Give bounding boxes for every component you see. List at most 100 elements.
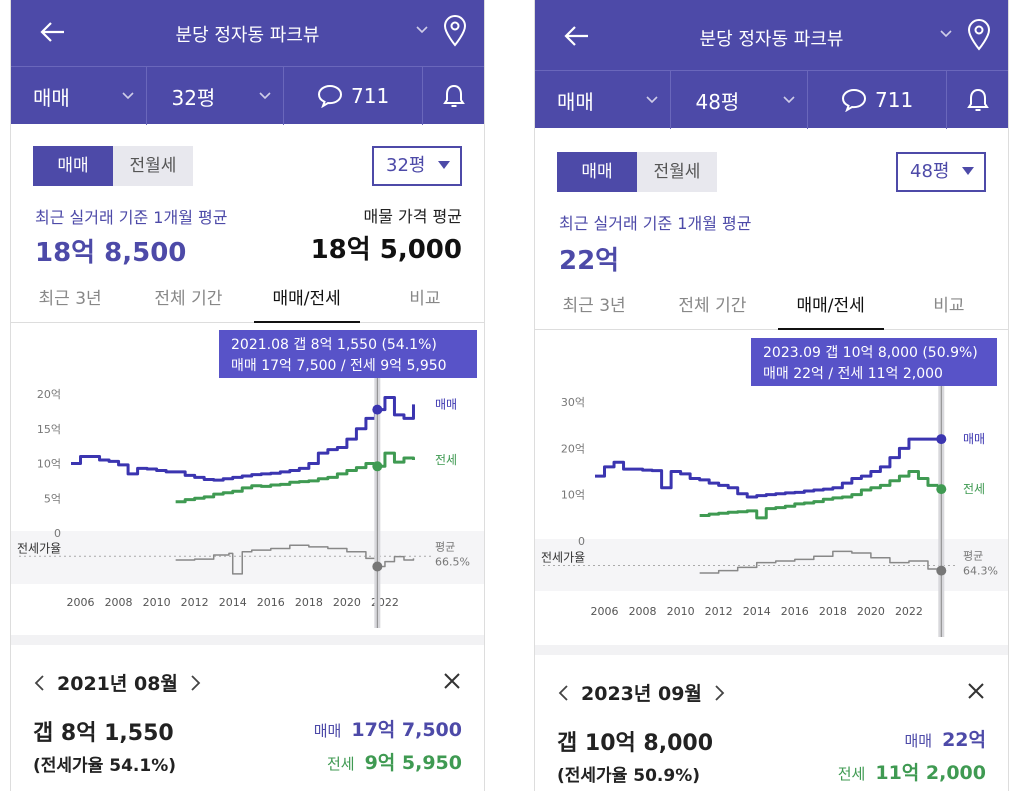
size-dropdown[interactable]: 48평 bbox=[671, 71, 808, 129]
detail-sale-value: 17억 7,500 bbox=[351, 719, 462, 741]
period-tabs: 최근 3년 전체 기간 매매/전세 비교 bbox=[11, 283, 484, 323]
tab-sale-rent[interactable]: 매매/전세 bbox=[248, 283, 366, 323]
page-title[interactable]: 분당 정자동 파크뷰 bbox=[699, 29, 844, 50]
rent-series-label: 전세 bbox=[435, 453, 457, 467]
avg-price-value: 22억 bbox=[559, 246, 620, 276]
detail-ratio: (전세가율 54.1%) bbox=[33, 756, 176, 776]
month-navigator: 2023년 09월 bbox=[557, 679, 726, 706]
tab-all-period[interactable]: 전체 기간 bbox=[678, 296, 747, 316]
chevron-down-icon[interactable] bbox=[416, 24, 428, 36]
toggle-sale[interactable]: 매매 bbox=[33, 146, 113, 186]
filter-bar: 매매 32평 711 bbox=[11, 66, 484, 125]
dropdown-triangle-icon bbox=[438, 161, 450, 169]
chevron-down-icon bbox=[783, 96, 795, 104]
top-bar: 분당 정자동 파크뷰 bbox=[11, 0, 484, 66]
ratio-row-label: 전세가율 bbox=[541, 551, 585, 565]
rent-marker-dot bbox=[372, 461, 383, 472]
rent-marker-dot bbox=[936, 484, 947, 495]
price-chart[interactable]: 20억 15억 10억 5억 0 2006 2008 2010 2012 2014 2016 2018… bbox=[11, 0, 485, 636]
notification-button[interactable] bbox=[947, 71, 1008, 129]
back-arrow-icon[interactable] bbox=[563, 22, 591, 50]
toggle-sale[interactable]: 매매 bbox=[557, 152, 637, 192]
size-select-value: 48평 bbox=[910, 161, 950, 182]
next-month-icon[interactable] bbox=[190, 674, 202, 692]
sale-series-label: 매매 bbox=[963, 432, 985, 446]
notification-button[interactable] bbox=[423, 67, 484, 125]
tab-recent-3y[interactable]: 최근 3년 bbox=[38, 289, 102, 309]
tab-all-period[interactable]: 전체 기간 bbox=[154, 289, 223, 309]
toggle-rent[interactable]: 전월세 bbox=[653, 162, 701, 182]
ratio-average-label: 평균 bbox=[435, 540, 455, 553]
detail-rent-row: 전세 11억 2,000 bbox=[838, 758, 986, 785]
detail-panel: 2021년 08월 갭 8억 1,550 (전세가율 54.1%) 매매 17억 … bbox=[11, 635, 484, 791]
rent-ratio-line bbox=[175, 544, 415, 575]
y-tick-label: 10억 bbox=[37, 458, 61, 471]
trade-type-dropdown[interactable]: 매매 bbox=[11, 67, 148, 125]
detail-month: 2021년 08월 bbox=[57, 673, 178, 695]
detail-sale-label: 매매 bbox=[313, 722, 342, 740]
chevron-down-icon[interactable] bbox=[940, 28, 952, 40]
app-panel-left: 분당 정자동 파크뷰 매매 32평 711 매매 bbox=[10, 0, 485, 791]
ratio-average-value: 66.5% bbox=[435, 555, 470, 568]
detail-rent-label: 전세 bbox=[837, 765, 866, 783]
chevron-down-icon bbox=[646, 96, 659, 104]
size-select[interactable]: 48평 bbox=[896, 152, 986, 192]
x-tick-label: 2020 bbox=[857, 605, 885, 618]
tab-recent-3y[interactable]: 최근 3년 bbox=[562, 296, 626, 316]
detail-rent-value: 11억 2,000 bbox=[875, 762, 986, 784]
detail-rent-label: 전세 bbox=[326, 755, 355, 773]
x-tick-label: 2008 bbox=[629, 605, 657, 618]
y-tick-label: 20억 bbox=[37, 388, 61, 401]
ratio-average-label: 평균 bbox=[963, 550, 983, 563]
detail-month: 2023년 09월 bbox=[581, 683, 702, 705]
y-tick-label: 5억 bbox=[44, 492, 61, 505]
tab-compare[interactable]: 비교 bbox=[409, 289, 441, 309]
comments-button[interactable]: 711 bbox=[284, 67, 424, 125]
ratio-row-label: 전세가율 bbox=[17, 541, 61, 555]
tab-sale-rent[interactable]: 매매/전세 bbox=[772, 290, 890, 330]
sale-marker-dot bbox=[936, 434, 947, 445]
tab-compare[interactable]: 비교 bbox=[933, 296, 965, 316]
prev-month-icon[interactable] bbox=[557, 684, 569, 702]
detail-sale-row: 매매 22억 bbox=[904, 725, 986, 752]
y-tick-label: 20억 bbox=[561, 442, 585, 455]
price-chart[interactable]: 30억 20억 10억 0 2006 2008 2010 2012 2014 2016 2018 20… bbox=[535, 0, 1009, 646]
rent-series-label: 전세 bbox=[963, 482, 985, 496]
ratio-marker-dot bbox=[936, 565, 947, 576]
size-select[interactable]: 32평 bbox=[372, 146, 462, 186]
prev-month-icon[interactable] bbox=[33, 674, 45, 692]
trade-type-label: 매매 bbox=[33, 85, 70, 110]
next-month-icon[interactable] bbox=[714, 684, 726, 702]
dropdown-triangle-icon bbox=[962, 167, 974, 175]
comments-button[interactable]: 711 bbox=[808, 71, 948, 129]
x-tick-label: 2010 bbox=[667, 605, 695, 618]
deal-type-toggle: 매매 전월세 bbox=[33, 146, 193, 186]
page-title[interactable]: 분당 정자동 파크뷰 bbox=[175, 25, 320, 46]
location-pin-icon[interactable] bbox=[966, 19, 992, 51]
top-bar: 분당 정자동 파크뷰 bbox=[535, 0, 1008, 70]
rent-ratio-line bbox=[699, 550, 943, 574]
size-select-value: 32평 bbox=[386, 155, 426, 176]
y-tick-label: 0 bbox=[578, 535, 585, 548]
x-tick-label: 2014 bbox=[743, 605, 771, 618]
toggle-rent[interactable]: 전월세 bbox=[129, 156, 177, 176]
tooltip-box bbox=[219, 330, 477, 378]
close-icon[interactable] bbox=[442, 671, 462, 691]
x-tick-label: 2016 bbox=[257, 596, 285, 609]
x-tick-label: 2014 bbox=[219, 596, 247, 609]
location-pin-icon[interactable] bbox=[442, 15, 468, 47]
y-tick-label: 0 bbox=[54, 527, 61, 540]
chat-bubble-icon bbox=[318, 84, 343, 108]
size-label: 48평 bbox=[695, 89, 740, 114]
ratio-average-value: 64.3% bbox=[963, 565, 998, 578]
back-arrow-icon[interactable] bbox=[39, 18, 67, 46]
tooltip-line-1: 2023.09 갭 10억 8,000 (50.9%) bbox=[763, 345, 978, 361]
close-icon[interactable] bbox=[966, 681, 986, 701]
sale-price-line bbox=[595, 437, 942, 499]
size-dropdown[interactable]: 32평 bbox=[147, 67, 284, 125]
detail-gap: 갭 8억 1,550 bbox=[33, 721, 174, 746]
trade-type-dropdown[interactable]: 매매 bbox=[535, 71, 672, 129]
ratio-band bbox=[535, 539, 1008, 591]
comment-count: 711 bbox=[351, 84, 390, 108]
filter-bar: 매매 48평 711 bbox=[535, 70, 1008, 129]
